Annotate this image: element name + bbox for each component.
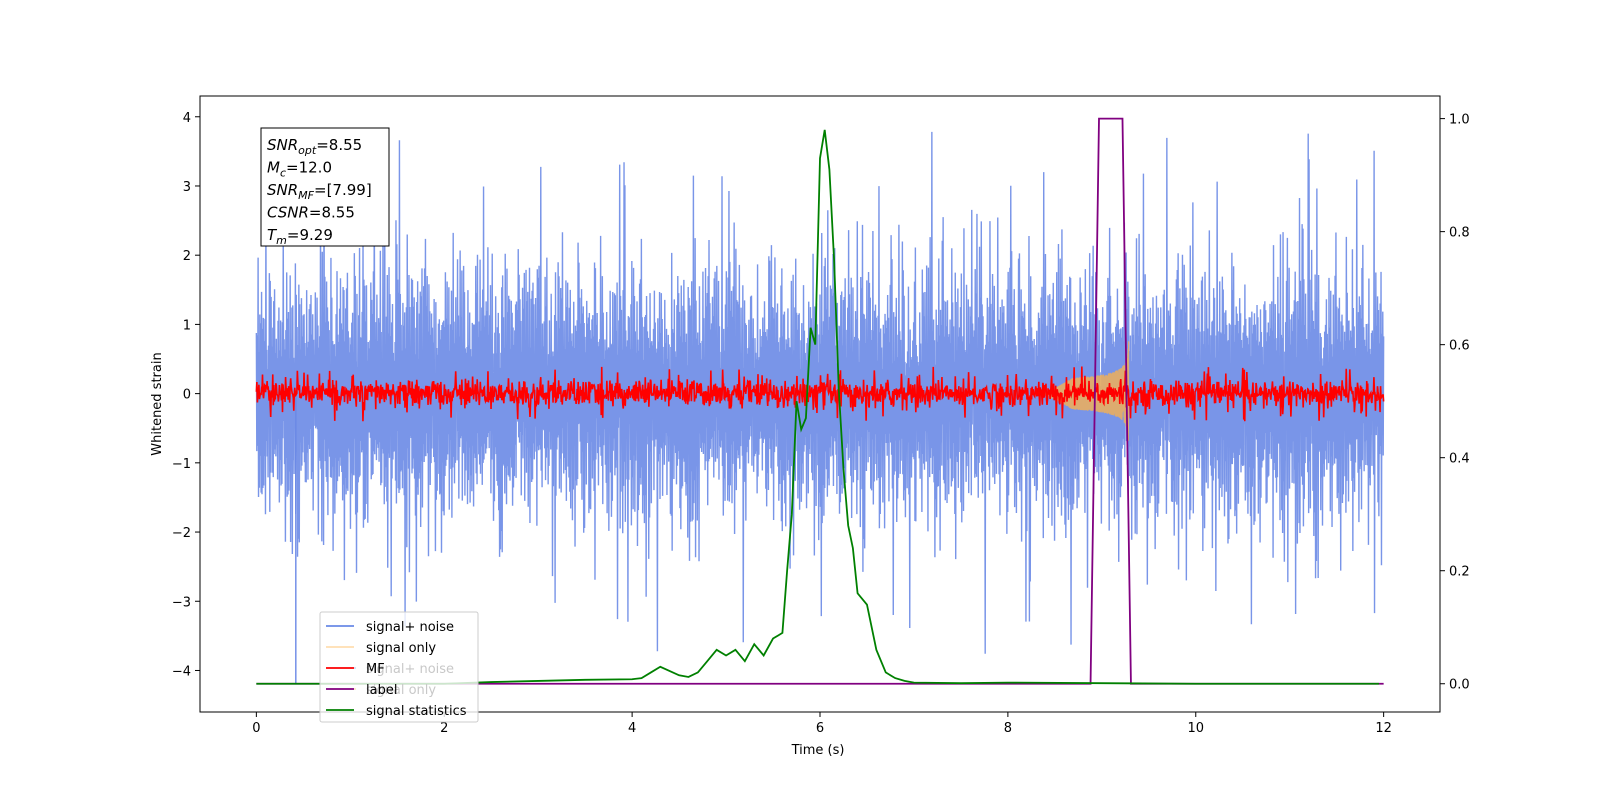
info-line: SNRopt=8.55 (267, 136, 362, 157)
legend-frame (319, 611, 479, 723)
legend-label: signal statistics (366, 704, 467, 719)
series-layer (255, 117, 1385, 685)
y-right-tick-label: 0.0 (1449, 678, 1470, 693)
y-right-tick-label: 0.8 (1449, 226, 1470, 241)
y-tick-label: −1 (172, 457, 191, 472)
y-axis-label: Whitened strain (150, 352, 165, 455)
legend-label: MF (366, 662, 385, 677)
y-right-tick-label: 0.6 (1449, 339, 1470, 354)
legend: signal+ noise signal only signal+ noise si… (319, 611, 479, 723)
x-tick-label: 10 (1187, 721, 1204, 736)
x-tick-label: 6 (816, 721, 824, 736)
legend-label: signal only (366, 641, 436, 656)
y-tick-label: 2 (183, 249, 191, 264)
y-tick-label: 4 (183, 111, 191, 126)
y-tick-label: −4 (172, 664, 191, 679)
ghost-legend-label: signal+ noise (366, 662, 454, 677)
x-tick-label: 8 (1004, 721, 1012, 736)
x-tick-label: 4 (628, 721, 636, 736)
y-tick-label: 3 (183, 180, 191, 195)
y-axis-left: −4 −3 −2 −1 0 1 2 3 4 (172, 111, 200, 679)
y-tick-label: −3 (172, 595, 191, 610)
x-tick-label: 12 (1375, 721, 1392, 736)
ghost-legend-label: signal only (366, 683, 436, 698)
y-tick-label: 1 (183, 318, 191, 333)
y-right-tick-label: 0.4 (1449, 452, 1470, 467)
info-line: Mc=12.0 (267, 159, 332, 180)
info-box-frame (260, 127, 390, 247)
signal-noise-series (255, 131, 1385, 654)
x-axis-label: Time (s) (791, 743, 845, 758)
y-tick-label: −2 (172, 526, 191, 541)
mf-series (255, 366, 1385, 422)
y-right-tick-label: 0.2 (1449, 565, 1470, 580)
y-axis-right: 0.0 0.2 0.4 0.6 0.8 1.0 (1440, 113, 1470, 693)
legend-label: signal+ noise (366, 620, 454, 635)
info-line: Tm=9.29 (267, 226, 333, 247)
x-tick-label: 2 (440, 721, 448, 736)
y-right-tick-label: 1.0 (1449, 113, 1470, 128)
x-tick-label: 0 (252, 721, 260, 736)
info-line: CSNR=8.55 (267, 204, 355, 222)
info-line: SNRMF=[7.99] (267, 181, 372, 202)
y-tick-label: 0 (183, 388, 191, 403)
signal-statistics-series (256, 129, 1379, 685)
legend-label: label (366, 683, 397, 698)
